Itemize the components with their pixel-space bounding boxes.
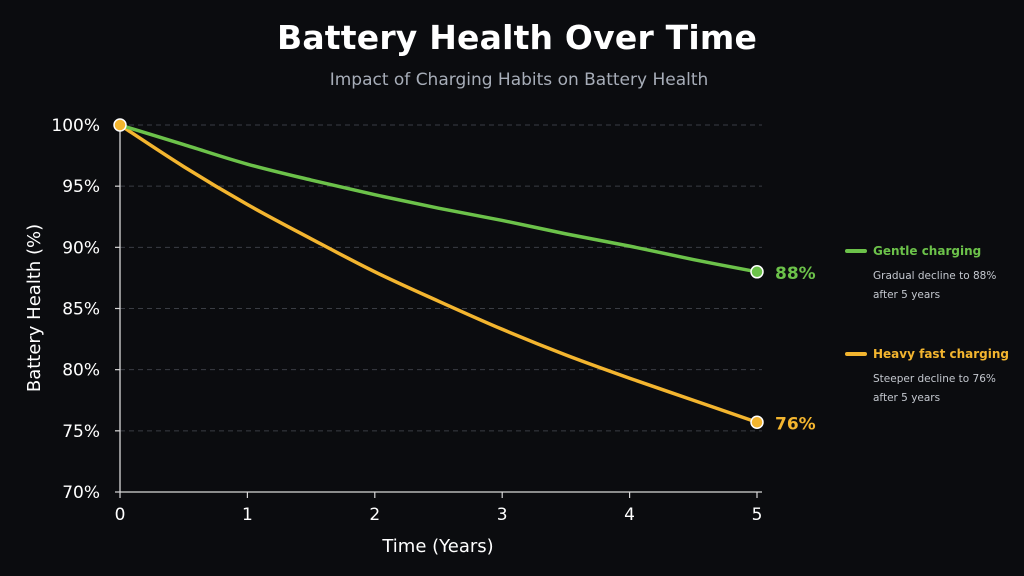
end-point-heavy — [750, 415, 764, 430]
legend-swatch-heavy — [845, 352, 867, 356]
series-line-gentle — [118, 123, 759, 274]
x-axis-label: Time (Years) — [381, 536, 493, 557]
series-line-heavy — [118, 123, 759, 425]
y-tick-label: 85% — [62, 300, 100, 320]
legend-description-heavy: Steeper decline to 76% after 5 years — [873, 373, 996, 404]
legend-label-gentle: Gentle charging — [873, 244, 982, 258]
y-tick-label: 70% — [62, 483, 100, 503]
legend-heavy: Heavy fast charging Steeper decline to 7… — [845, 347, 1020, 408]
grid-lines — [120, 124, 762, 432]
x-tick-label: 3 — [497, 505, 508, 525]
legend-label-heavy: Heavy fast charging — [873, 347, 1009, 361]
x-tick-label: 1 — [242, 505, 253, 525]
chart-subtitle: Impact of Charging Habits on Battery Hea… — [329, 70, 709, 90]
end-point-gentle — [750, 265, 764, 279]
y-tick-label: 75% — [62, 422, 100, 442]
series-lines — [118, 123, 759, 425]
chart-title: Battery Health Over Time — [276, 18, 758, 57]
y-tick-label: 100% — [51, 116, 100, 136]
legend-swatch-gentle — [845, 249, 867, 253]
y-axis-label: Battery Health (%) — [24, 224, 45, 392]
x-tick-label: 0 — [115, 505, 126, 525]
x-tick-label: 5 — [752, 505, 763, 525]
axes: 70% 75% 80% 85% 90% 95% 100% 0 1 2 3 4 5 — [51, 116, 762, 525]
x-tick-label: 2 — [369, 505, 380, 525]
x-tick-label: 4 — [624, 505, 635, 525]
start-point — [113, 118, 127, 132]
y-tick-label: 95% — [62, 177, 100, 197]
legend-gentle: Gentle charging Gradual decline to 88% a… — [845, 244, 1020, 305]
y-tick-label: 80% — [62, 361, 100, 381]
series-markers: 76% 88% — [113, 118, 816, 434]
end-label-gentle: 88% — [775, 264, 816, 284]
legend-description-gentle: Gradual decline to 88% after 5 years — [873, 270, 997, 301]
y-tick-label: 90% — [62, 238, 100, 258]
end-label-heavy: 76% — [775, 414, 816, 434]
